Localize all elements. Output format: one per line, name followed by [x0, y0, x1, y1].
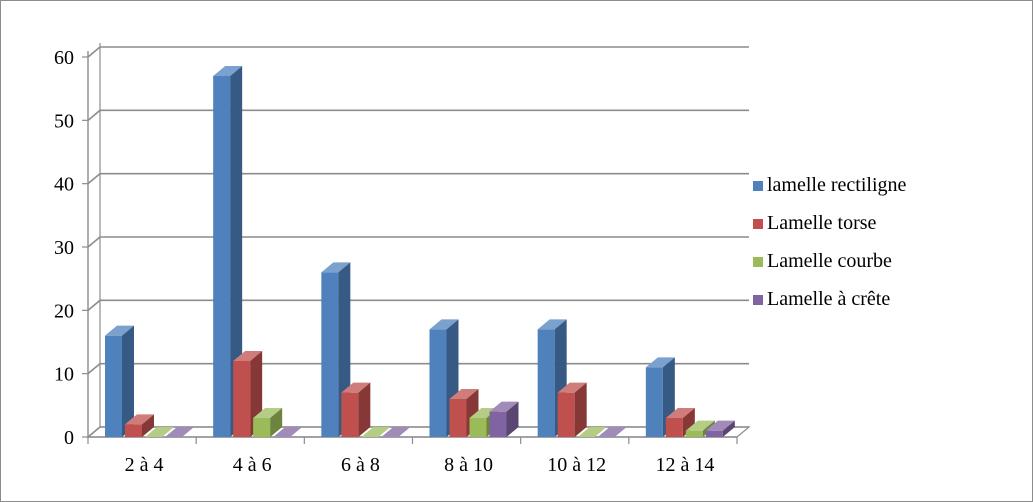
bar [165, 427, 194, 438]
y-tick-label: 30 [54, 237, 74, 259]
bar [705, 420, 735, 437]
legend-swatch [753, 219, 763, 229]
gridline [87, 299, 749, 311]
legend-label: lamelle rectiligne [767, 174, 906, 196]
bar [253, 408, 283, 437]
bar [125, 414, 154, 437]
gridline [87, 172, 749, 185]
bars [105, 66, 735, 438]
legend-item: lamelle rectiligne [753, 174, 906, 196]
legend-swatch [753, 257, 763, 267]
x-tick-label: 12 à 14 [655, 454, 714, 476]
y-tick-label: 0 [64, 427, 74, 449]
bar [489, 401, 519, 437]
y-tick-label: 40 [54, 174, 74, 196]
legend-item: Lamelle courbe [753, 250, 892, 272]
legend-label: Lamelle courbe [767, 250, 892, 272]
axes [82, 43, 738, 444]
x-tick-label: 6 à 8 [341, 454, 380, 476]
x-tick-label: 2 à 4 [125, 454, 164, 476]
gridline [87, 236, 749, 248]
legend-label: Lamelle torse [767, 212, 877, 234]
bar [557, 382, 587, 437]
bar [381, 427, 411, 438]
legend: lamelle rectiligne Lamelle torse Lamelle c… [753, 174, 906, 310]
gridline [87, 46, 749, 58]
bar [597, 427, 627, 438]
bar [145, 427, 174, 438]
legend-swatch [753, 295, 763, 305]
y-tick-label: 20 [54, 300, 74, 322]
bar [273, 427, 303, 438]
bar [577, 427, 607, 438]
bar [213, 66, 243, 437]
y-tick-label: 10 [54, 364, 74, 386]
legend-item: Lamelle torse [753, 212, 877, 234]
x-tick-label: 4 à 6 [233, 454, 272, 476]
gridline [87, 109, 749, 121]
x-tick-label: 10 à 12 [547, 454, 606, 476]
legend-item: Lamelle à crête [753, 288, 890, 310]
x-tick-label: 8 à 10 [444, 454, 493, 476]
legend-swatch [753, 181, 763, 191]
legend-label: Lamelle à crête [767, 288, 890, 310]
y-tick-label: 60 [54, 47, 74, 69]
bar [665, 408, 695, 437]
y-tick-label: 50 [54, 110, 74, 132]
x-axis-tick-labels: 2 à 4 4 à 6 6 à 8 8 à 10 10 à 12 12 à 14 [125, 454, 715, 476]
bar [341, 382, 371, 437]
bar [105, 325, 134, 437]
bar [361, 427, 391, 438]
y-axis-tick-labels: 0 10 20 30 40 50 60 [54, 47, 74, 449]
